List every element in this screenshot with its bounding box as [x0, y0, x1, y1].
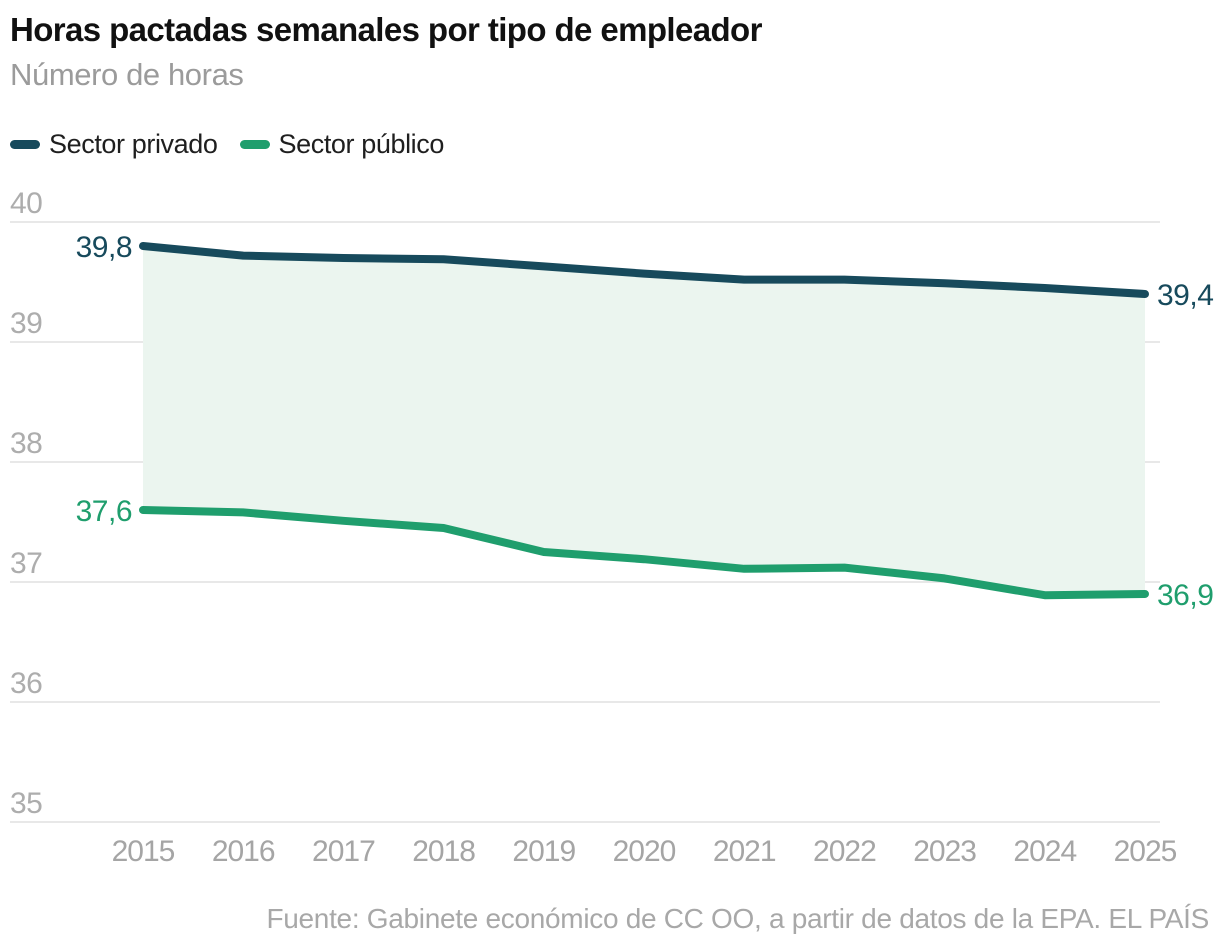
- privado-line-swatch-icon: [10, 140, 40, 149]
- source-credit: Fuente: Gabinete económico de CC OO, a p…: [266, 903, 1209, 934]
- chart-title: Horas pactadas semanales por tipo de emp…: [10, 11, 762, 48]
- legend-label-publico: Sector público: [278, 129, 445, 159]
- publico-line-swatch-icon: [239, 140, 270, 149]
- x-axis-tick-label: 2015: [112, 835, 175, 868]
- x-axis-tick-label: 2017: [312, 835, 375, 868]
- y-axis-tick-label: 40: [10, 187, 42, 220]
- chart-subtitle: Número de horas: [10, 57, 244, 92]
- first-value-label-privado: 39,8: [76, 231, 132, 264]
- legend-item-sector-publico: Sector público: [239, 129, 445, 160]
- x-axis-tick-label: 2019: [512, 835, 575, 868]
- x-axis-tick-label: 2021: [713, 835, 776, 868]
- band-between-series: [143, 246, 1145, 596]
- y-axis-tick-label: 37: [10, 547, 42, 580]
- last-value-label-privado: 39,4: [1157, 279, 1213, 312]
- y-axis-tick-label: 38: [10, 427, 42, 460]
- x-axis-tick-label: 2024: [1013, 835, 1076, 868]
- x-axis-tick-label: 2016: [212, 835, 275, 868]
- x-axis-tick-label: 2022: [813, 835, 876, 868]
- legend-item-sector-privado: Sector privado: [10, 129, 218, 160]
- x-axis-tick-label: 2018: [412, 835, 475, 868]
- legend: Sector privado Sector público: [10, 129, 444, 160]
- first-value-label-publico: 37,6: [76, 495, 132, 528]
- y-axis-tick-label: 36: [10, 667, 42, 700]
- last-value-label-publico: 36,9: [1157, 579, 1213, 612]
- y-axis-tick-label: 39: [10, 307, 42, 340]
- legend-label-privado: Sector privado: [49, 129, 218, 159]
- line-sector-publico: [139, 506, 1149, 600]
- x-axis-tick-label: 2023: [913, 835, 976, 868]
- y-axis-tick-label: 35: [10, 787, 42, 820]
- x-axis-tick-label: 2020: [613, 835, 676, 868]
- line-sector-privado: [139, 242, 1149, 298]
- x-axis-tick-label: 2025: [1114, 835, 1177, 868]
